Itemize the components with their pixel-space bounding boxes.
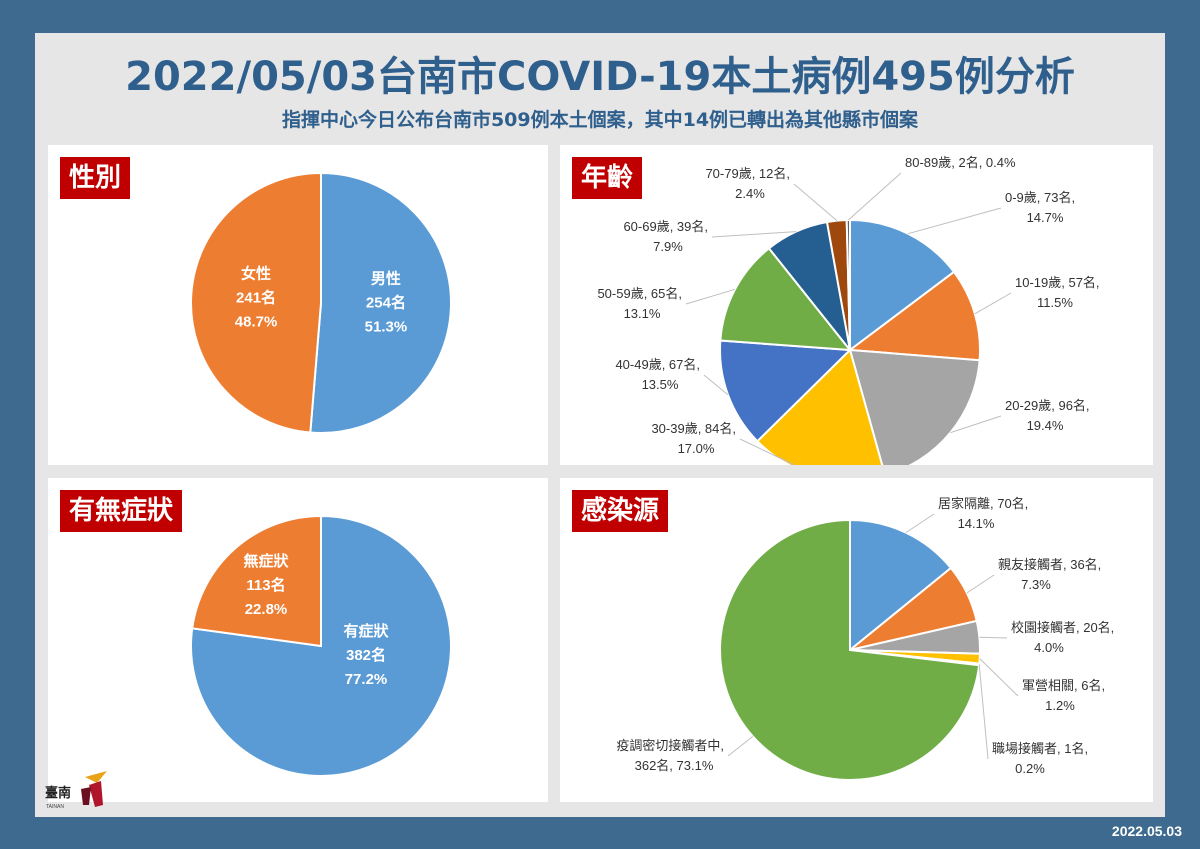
age-label-4-line2: 13.5% [642,377,679,392]
source-leader-2 [979,636,1008,639]
source-slice-0 [849,518,953,653]
age-label-7-line2: 2.4% [735,186,765,201]
gender-label-name-0: 男性 [371,270,401,288]
gender-label-percent-0: 51.3% [365,319,408,336]
age-label-4-line1: 40-49歲, 67名, [615,357,700,372]
gender-panel: 性別 男性 254名 51.3% 女性 241名 48.7% [48,145,548,465]
age-label-2-line1: 20-29歲, 96名, [1005,398,1090,413]
age-pie-chart: 0-9歲, 73名, 14.7% 10-19歲, 57名, 11.5% 20-29歲, … [597,155,1100,481]
age-leader-8 [848,172,902,221]
source-label-4-line1: 職場接觸者, 1名, [992,741,1088,756]
gender-label-percent-1: 48.7% [235,313,278,330]
source-label-0-line2: 14.1% [958,516,995,531]
symptom-label-percent-1: 22.8% [245,601,288,618]
age-label-0-line2: 14.7% [1027,210,1064,225]
symptom-label-name-1: 無症狀 [243,552,289,570]
age-label-5-line1: 50-59歲, 65名, [597,286,682,301]
symptom-pie-chart: 有症狀 382名 77.2% 無症狀 113名 22.8% [190,514,452,777]
age-leader-6 [711,231,797,238]
age-leader-4 [703,374,729,396]
gender-label-count-1: 241名 [236,288,276,306]
gender-pie-chart: 男性 254名 51.3% 女性 241名 48.7% [190,171,452,434]
source-leader-4 [978,664,989,760]
gender-slice-1 [190,171,322,434]
age-leader-0 [907,207,1002,235]
svg-text:臺南: 臺南 [45,785,71,801]
age-label-8-line1: 80-89歲, 2名, 0.4% [905,155,1016,170]
age-leader-5 [685,288,736,305]
source-label-1-line2: 7.3% [1021,577,1051,592]
symptom-label-count-1: 113名 [246,576,285,594]
symptom-slice-0 [190,514,452,777]
source-label-3-line1: 軍營相關, 6名, [1022,678,1105,693]
source-label-3-line2: 1.2% [1045,698,1075,713]
age-leader-1 [974,292,1012,315]
age-label-6-line2: 7.9% [653,239,683,254]
age-tag: 年齡 [572,157,643,199]
source-tag: 感染源 [572,490,669,532]
source-label-5-line1: 疫調密切接觸者中, [616,738,724,753]
tainan-logo: 臺南 TAINAN [45,767,115,815]
age-label-3-line1: 30-39歲, 84名, [651,421,736,436]
symptom-label-name-0: 有症狀 [343,622,389,640]
age-slice-0 [849,218,956,353]
symptom-tag: 有無症狀 [60,490,183,532]
svg-text:TAINAN: TAINAN [46,804,64,810]
footer-date: 2022.05.03 [1111,823,1182,839]
gender-label-name-1: 女性 [241,264,271,282]
age-leader-2 [950,415,1002,434]
gender-slice-0 [309,171,452,434]
age-panel: 年齡 0-9歲, 73名, 14.7% 10-19歲, 57名, 11.5% 20-29… [560,145,1153,481]
age-label-0-line1: 0-9歲, 73名, [1005,190,1075,205]
age-label-1-line2: 11.5% [1037,295,1073,310]
source-slice-5 [719,518,981,781]
source-label-5-line2: 362名, 73.1% [635,758,714,773]
source-panel: 感染源 居家隔離, 70名, 14.1% 親友接觸者, 36名, 7.3% 校園接觸者,… [560,478,1153,802]
age-slice-4 [719,339,853,443]
age-label-2-line2: 19.4% [1027,418,1064,433]
source-leader-5 [727,735,754,757]
source-label-4-line2: 0.2% [1015,761,1045,776]
gender-label-count-0: 254名 [366,294,406,312]
gender-tag: 性別 [60,157,131,199]
age-slice-8 [845,218,851,351]
page-subtitle: 指揮中心今日公布台南市509例本土個案，其中14例已轉出為其他縣市個案 [281,109,919,131]
age-leader-7 [793,183,838,222]
source-leader-3 [979,658,1019,697]
source-leader-0 [905,513,935,534]
source-pie-chart: 居家隔離, 70名, 14.1% 親友接觸者, 36名, 7.3% 校園接觸者, 20名… [616,496,1114,781]
age-label-5-line2: 13.1% [624,306,661,321]
source-label-2-line2: 4.0% [1034,640,1064,655]
source-label-0-line1: 居家隔離, 70名, [938,496,1028,511]
symptom-panel: 有無症狀 有症狀 382名 77.2% 無症狀 113名 22.8% [48,478,548,802]
age-label-3-line2: 17.0% [678,441,715,456]
age-label-6-line1: 60-69歲, 39名, [623,219,708,234]
symptom-label-percent-0: 77.2% [345,671,388,688]
page-title: 2022/05/03台南市COVID-19本土病例495例分析 [125,54,1075,100]
symptom-label-count-0: 382名 [346,646,386,664]
source-leader-1 [966,574,995,594]
source-label-1-line1: 親友接觸者, 36名, [998,557,1101,572]
age-label-7-line1: 70-79歲, 12名, [705,166,790,181]
source-label-2-line1: 校園接觸者, 20名, [1011,620,1114,635]
age-label-1-line1: 10-19歲, 57名, [1015,275,1100,290]
symptom-slice-1 [191,514,322,648]
